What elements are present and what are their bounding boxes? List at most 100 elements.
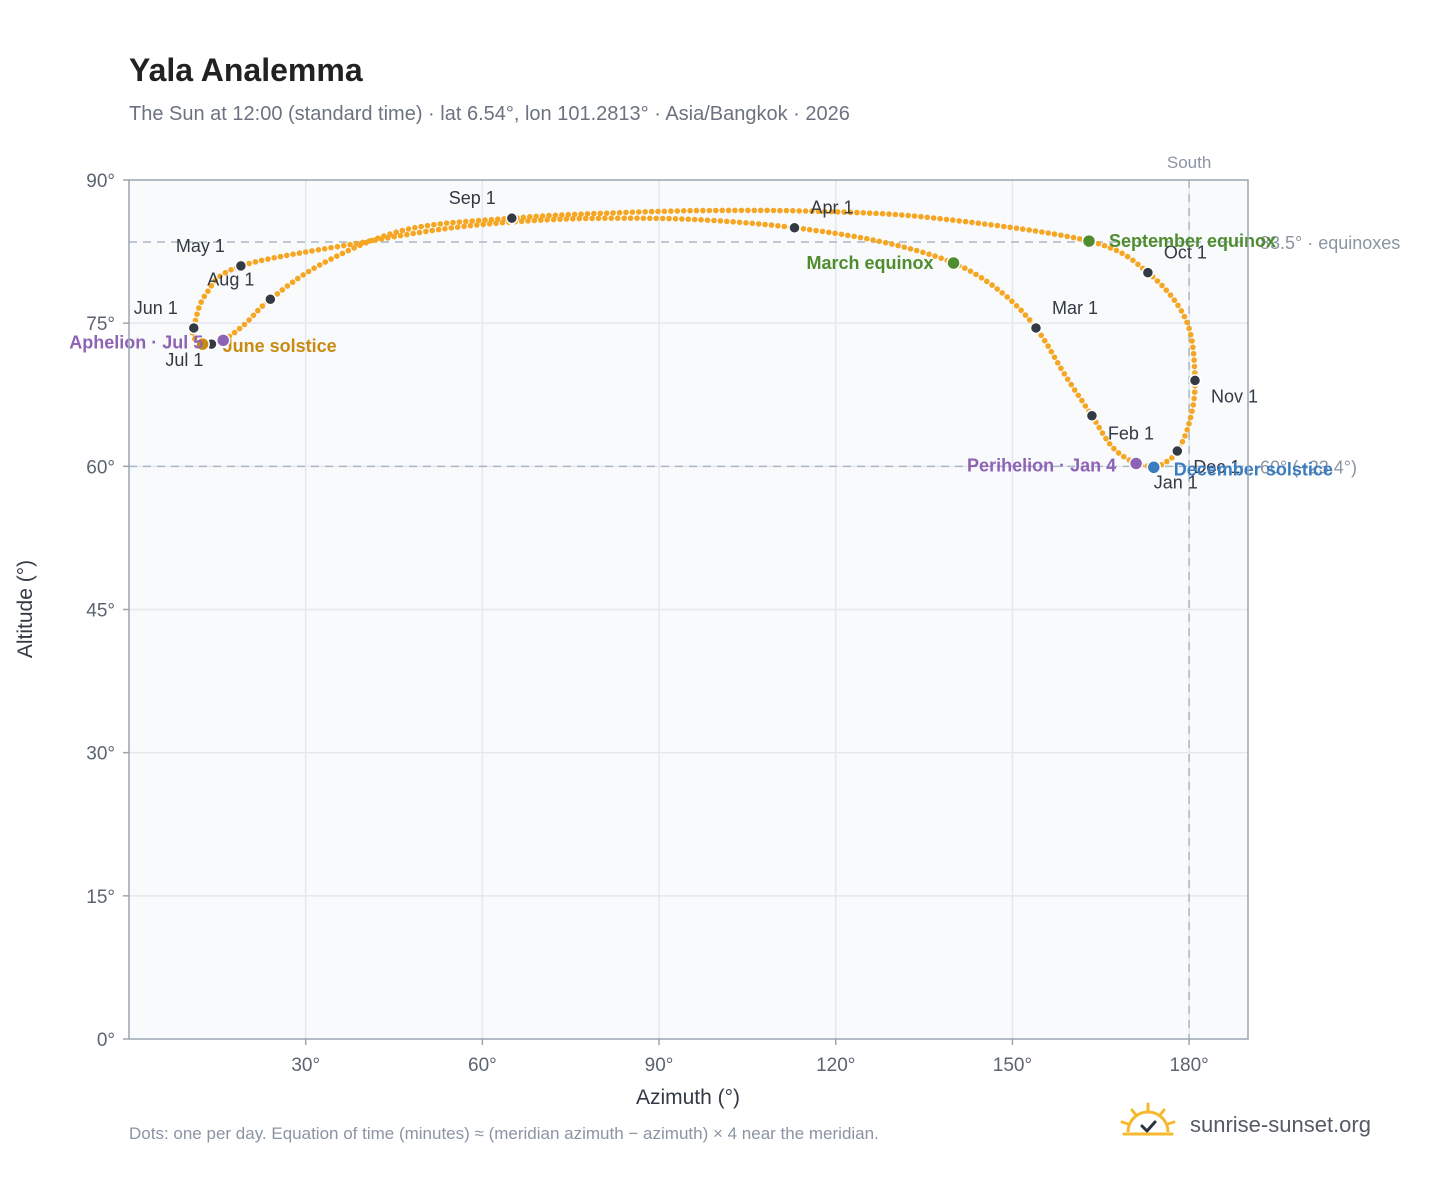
day-dot: [907, 246, 914, 252]
event-marker-dot: [1128, 456, 1144, 471]
day-dot: [1130, 257, 1136, 264]
day-dot: [1099, 430, 1106, 436]
day-dot: [1038, 332, 1044, 339]
event-marker-label: Perihelion · Jan 4: [967, 455, 1116, 475]
day-dot: [899, 212, 905, 218]
month-marker-dot: [1141, 266, 1155, 279]
day-dot: [770, 207, 777, 214]
day-dot: [1190, 402, 1196, 408]
day-dot: [475, 217, 482, 224]
month-marker-label: Feb 1: [1108, 424, 1154, 444]
day-dot: [448, 225, 455, 231]
brand-logo[interactable]: sunrise-sunset.org: [1120, 1102, 1390, 1146]
day-dot: [321, 246, 328, 252]
day-dot: [989, 282, 995, 288]
day-dot: [629, 209, 636, 215]
day-dot: [743, 220, 749, 226]
y-tick-label: 45°: [86, 601, 115, 622]
month-marker-dot: [788, 221, 801, 234]
day-dot: [198, 299, 204, 305]
day-dot: [698, 217, 704, 223]
day-dot: [1051, 354, 1058, 361]
month-marker-dot: [1029, 321, 1043, 335]
day-dot: [393, 229, 400, 235]
y-axis-label: Altitude (°): [14, 560, 37, 658]
month-marker-label: Nov 1: [1211, 386, 1258, 406]
day-dot: [819, 228, 826, 235]
day-dot: [212, 277, 219, 284]
day-dot: [973, 271, 979, 278]
event-marker-dot: [1146, 460, 1162, 475]
day-dot: [309, 248, 315, 254]
day-dot: [711, 217, 717, 224]
x-tick-label: 90°: [645, 1055, 674, 1076]
day-dot: [495, 216, 501, 222]
month-marker-label: Apr 1: [811, 198, 854, 218]
day-dot: [647, 215, 653, 222]
day-dot: [1001, 223, 1007, 230]
day-dot: [265, 256, 271, 262]
day-dot: [822, 208, 828, 215]
day-dot: [241, 321, 248, 328]
day-dot: [876, 238, 883, 245]
day-dot: [1020, 226, 1026, 232]
day-dot: [666, 215, 672, 222]
day-dot: [1070, 234, 1077, 241]
day-dot: [437, 221, 444, 227]
x-tick-label: 150°: [993, 1055, 1032, 1076]
day-dot: [672, 216, 679, 222]
day-dot: [1007, 224, 1013, 231]
day-dot: [1076, 236, 1083, 242]
event-marker-dot: [946, 255, 961, 271]
month-marker-label: Oct 1: [1164, 243, 1207, 263]
day-dot: [404, 231, 410, 238]
day-dot: [832, 230, 838, 237]
day-dot: [322, 259, 329, 265]
day-dot: [796, 208, 802, 214]
month-marker-label: Sep 1: [449, 188, 496, 208]
day-dot: [659, 215, 666, 222]
day-dot: [1159, 282, 1165, 289]
day-dot: [300, 272, 307, 278]
day-dot: [736, 219, 743, 226]
day-dot: [1107, 245, 1114, 251]
day-dot: [967, 268, 974, 275]
day-dot: [1190, 344, 1196, 351]
day-dot: [399, 227, 406, 234]
day-dot: [582, 215, 589, 222]
axis-ticks: 30° 60° 90° 120° 150° 180° 0° 15° 30° 45° 60° 75° 90…: [86, 171, 1208, 1076]
day-dot: [1061, 371, 1068, 377]
day-dot: [1101, 242, 1108, 249]
day-dot: [1106, 441, 1113, 447]
day-dot: [655, 208, 661, 215]
day-dot: [680, 208, 687, 214]
day-dot: [1191, 357, 1197, 363]
day-dot: [391, 233, 398, 240]
day-dot: [845, 232, 851, 239]
day-dot: [1064, 376, 1071, 383]
day-dot: [1082, 403, 1089, 409]
day-dot: [578, 211, 584, 217]
day-dot: [1163, 287, 1170, 294]
day-dot: [1079, 397, 1085, 404]
day-dot: [570, 216, 576, 222]
day-dot: [1103, 435, 1109, 442]
day-dot: [431, 221, 437, 228]
day-dot: [289, 279, 296, 286]
day-dot: [749, 220, 756, 227]
day-dot: [937, 215, 943, 222]
day-dot: [1058, 232, 1064, 238]
day-dot: [1026, 317, 1033, 323]
day-dot: [533, 213, 539, 220]
month-marker-label: Dec 1: [1193, 457, 1240, 477]
month-marker-dot: [1085, 409, 1099, 422]
day-dot: [259, 303, 266, 309]
day-dot: [328, 244, 334, 251]
day-dot: [363, 240, 369, 246]
event-marker-dot: [1081, 233, 1097, 249]
day-dot: [813, 227, 819, 234]
day-dot: [882, 239, 889, 246]
day-dot: [559, 212, 565, 218]
day-dot: [802, 208, 809, 214]
day-dot: [621, 215, 627, 221]
